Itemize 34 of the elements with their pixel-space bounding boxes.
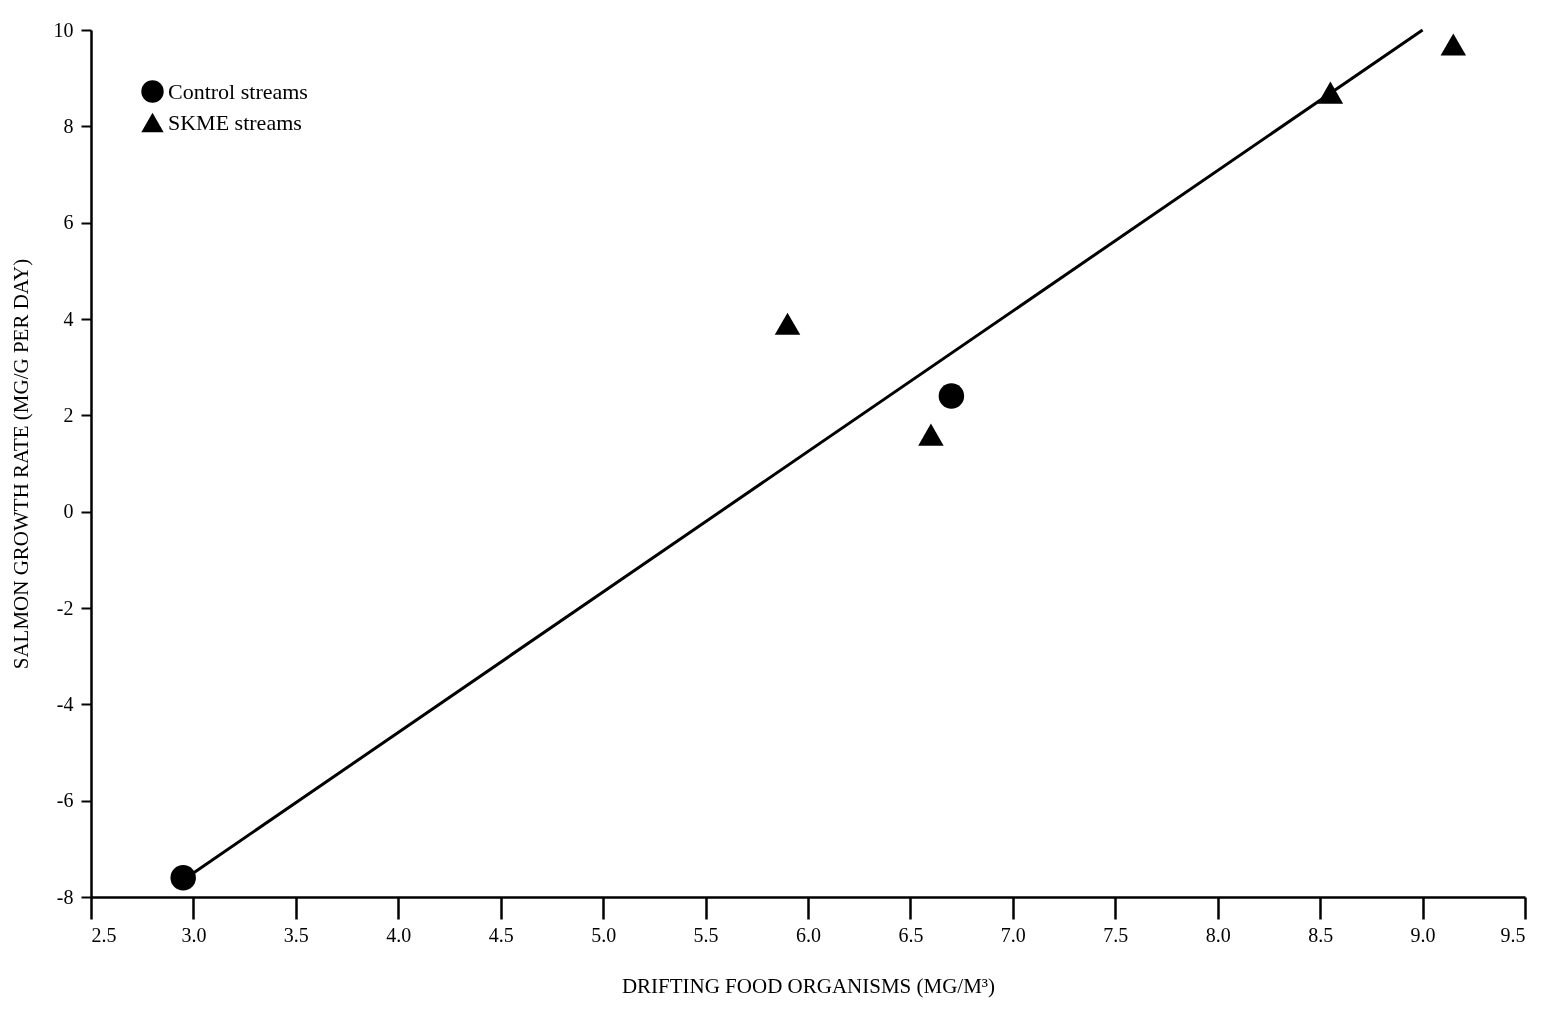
point <box>938 383 965 409</box>
x-tick-label: 6.5 <box>898 923 924 946</box>
y-tick-label: -8 <box>56 885 74 908</box>
point <box>1440 33 1467 56</box>
point <box>774 312 801 335</box>
x-axis-title: DRIFTING FOOD ORGANISMS (MG/M³) <box>621 973 996 998</box>
point <box>170 865 196 891</box>
x-tick-label: 4.5 <box>488 923 514 946</box>
y-tick-label: -4 <box>56 692 74 715</box>
x-tick-label: 2.5 <box>91 923 117 946</box>
x-tick-label: 9.0 <box>1410 923 1436 946</box>
x-tick-label: 7.5 <box>1103 923 1129 946</box>
y-tick-label: -2 <box>56 596 74 619</box>
legend-label: SKME streams <box>168 109 302 135</box>
y-tick-label: 10 <box>53 18 74 41</box>
x-tick-label: 5.0 <box>591 923 617 946</box>
legend-label: Control streams <box>168 78 308 104</box>
x-tick-label: 8.0 <box>1205 923 1231 946</box>
x-tick-label: 8.5 <box>1308 923 1334 946</box>
x-tick-label: 6.0 <box>796 923 821 946</box>
y-axis-title: SALMON GROWTH RATE (MG/G PER DAY) <box>8 258 33 670</box>
y-tick-label: 4 <box>63 307 74 330</box>
x-tick-label: 5.5 <box>693 923 719 946</box>
x-tick-label: 9.5 <box>1500 923 1526 946</box>
y-tick-label: 8 <box>63 114 74 137</box>
y-tick-label: 6 <box>63 211 74 234</box>
x-tick-label: 3.5 <box>283 923 309 946</box>
x-tick-label: 4.0 <box>386 923 412 946</box>
y-tick-label: 2 <box>63 403 74 426</box>
y-tick-label: -6 <box>56 789 74 812</box>
y-tick-label: 0 <box>63 500 74 523</box>
x-tick-label: 3.0 <box>181 923 207 946</box>
x-tick-label: 7.0 <box>1000 923 1026 946</box>
point <box>918 423 944 446</box>
